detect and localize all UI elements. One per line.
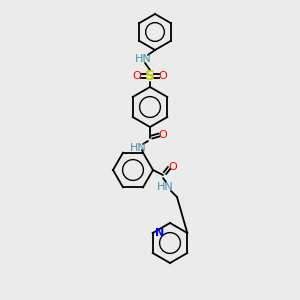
Text: N: N: [155, 228, 164, 238]
Text: O: O: [159, 130, 167, 140]
Text: HN: HN: [130, 143, 146, 153]
Text: HN: HN: [157, 182, 173, 192]
Text: S: S: [145, 69, 155, 83]
Text: O: O: [159, 71, 167, 81]
Text: O: O: [169, 162, 177, 172]
Text: HN: HN: [135, 54, 152, 64]
Text: O: O: [133, 71, 141, 81]
